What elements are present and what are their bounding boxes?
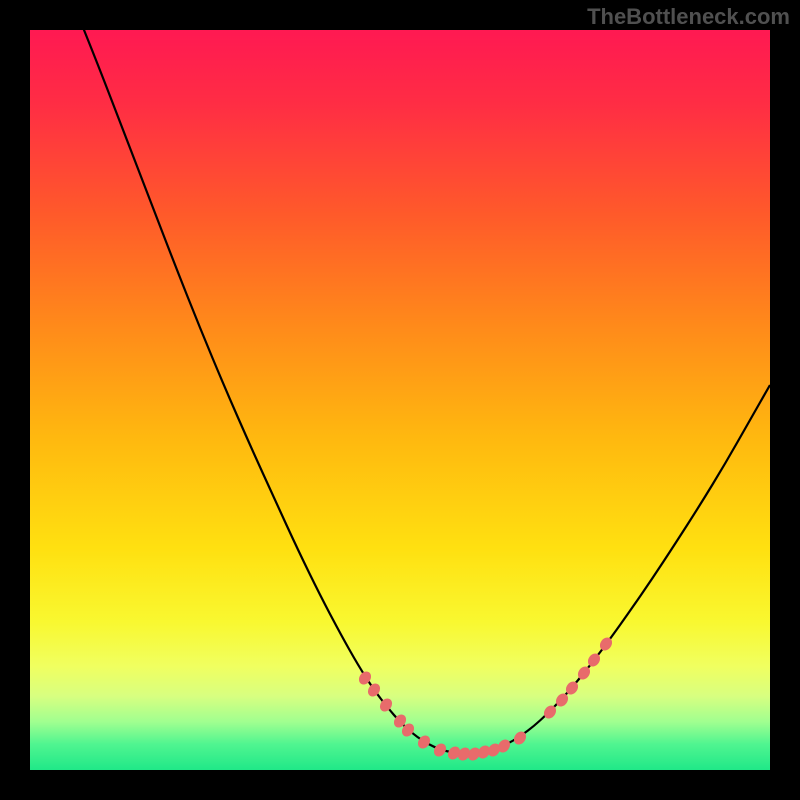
curve-layer: [30, 30, 770, 770]
curve-markers: [356, 635, 614, 763]
bottleneck-curve: [80, 20, 770, 754]
watermark: TheBottleneck.com: [587, 4, 790, 30]
plot-area: [30, 30, 770, 770]
curve-marker: [415, 733, 432, 751]
